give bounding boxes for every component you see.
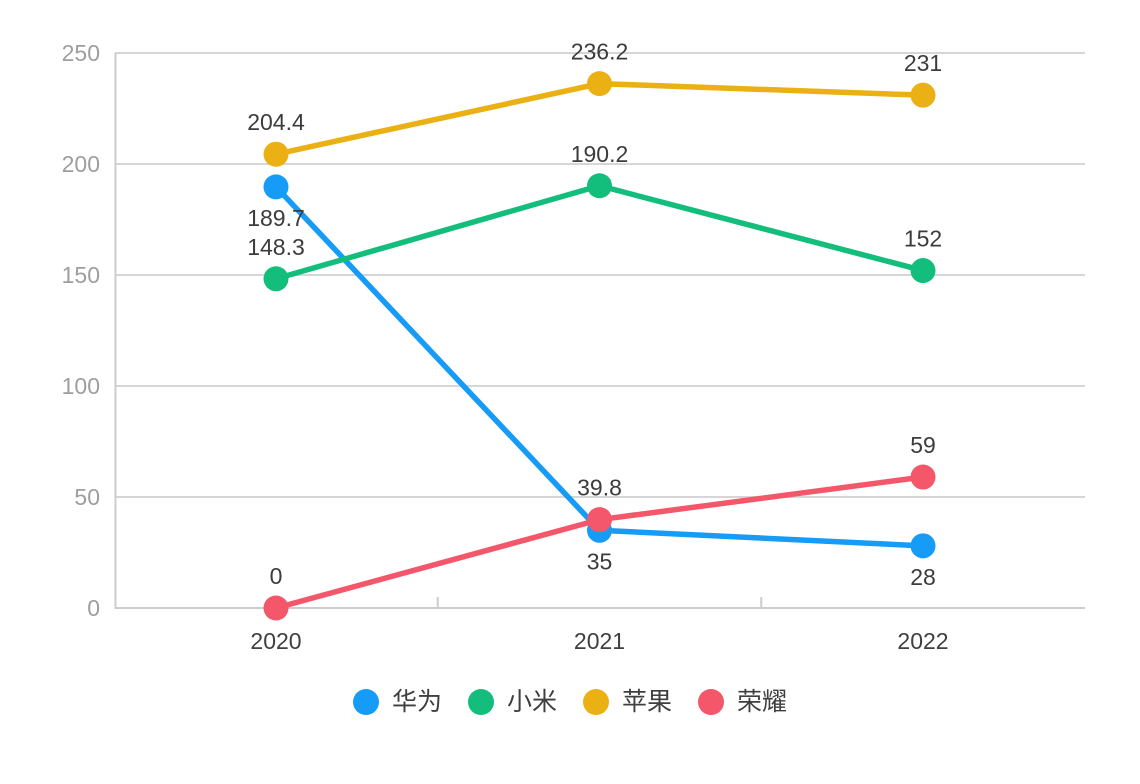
data-label-xiaomi-2020: 148.3 xyxy=(247,234,305,260)
data-point-apple-2022[interactable] xyxy=(910,82,936,108)
data-point-honor-2022[interactable] xyxy=(910,464,936,490)
legend-item-honor[interactable]: 荣耀 xyxy=(698,689,787,715)
legend-label: 荣耀 xyxy=(737,687,788,716)
legend-item-apple[interactable]: 苹果 xyxy=(583,689,672,715)
y-axis-tick-label: 250 xyxy=(62,40,100,66)
data-point-honor-2021[interactable] xyxy=(587,507,612,533)
legend-label: 华为 xyxy=(391,687,442,716)
data-label-huawei-2022: 28 xyxy=(910,564,936,590)
legend-label: 苹果 xyxy=(622,687,673,716)
legend-item-huawei[interactable]: 华为 xyxy=(352,687,442,716)
y-axis-tick-label: 150 xyxy=(62,262,100,288)
data-point-honor-2020[interactable] xyxy=(263,595,289,621)
data-label-honor-2022: 59 xyxy=(910,432,936,458)
legend-marker-xiaomi xyxy=(467,689,494,715)
data-label-huawei-2020: 189.7 xyxy=(247,205,305,231)
data-label-apple-2022: 231 xyxy=(904,50,942,76)
data-label-apple-2021: 236.2 xyxy=(571,39,629,65)
data-label-apple-2020: 204.4 xyxy=(247,109,305,135)
chart-legend: 华为 小米 苹果 荣耀 xyxy=(0,686,1140,718)
legend-label: 小米 xyxy=(506,687,557,716)
data-point-xiaomi-2021[interactable] xyxy=(587,173,612,199)
x-axis-label: 2020 xyxy=(250,628,301,654)
data-label-xiaomi-2022: 152 xyxy=(904,226,942,252)
data-label-huawei-2021: 35 xyxy=(587,548,613,574)
x-axis-label: 2021 xyxy=(574,628,625,654)
data-label-xiaomi-2021: 190.2 xyxy=(571,141,629,167)
y-axis-tick-label: 0 xyxy=(87,595,100,621)
y-axis-tick-label: 200 xyxy=(62,151,100,177)
series-line-xiaomi xyxy=(275,182,924,282)
legend-marker-apple xyxy=(583,689,609,715)
data-label-honor-2021: 39.8 xyxy=(577,475,622,501)
data-point-huawei-2020[interactable] xyxy=(263,174,289,200)
data-point-huawei-2022[interactable] xyxy=(910,533,936,559)
legend-marker-huawei xyxy=(352,689,379,715)
data-point-apple-2020[interactable] xyxy=(263,141,289,167)
x-axis-label: 2022 xyxy=(897,628,948,654)
y-axis-tick-label: 100 xyxy=(62,373,100,399)
legend-marker-honor xyxy=(698,689,725,715)
data-point-xiaomi-2020[interactable] xyxy=(263,266,289,292)
data-point-xiaomi-2022[interactable] xyxy=(910,258,936,284)
data-point-apple-2021[interactable] xyxy=(587,71,612,97)
data-label-honor-2020: 0 xyxy=(270,563,283,589)
legend-item-xiaomi[interactable]: 小米 xyxy=(467,687,557,716)
y-axis-tick-label: 50 xyxy=(74,484,100,510)
